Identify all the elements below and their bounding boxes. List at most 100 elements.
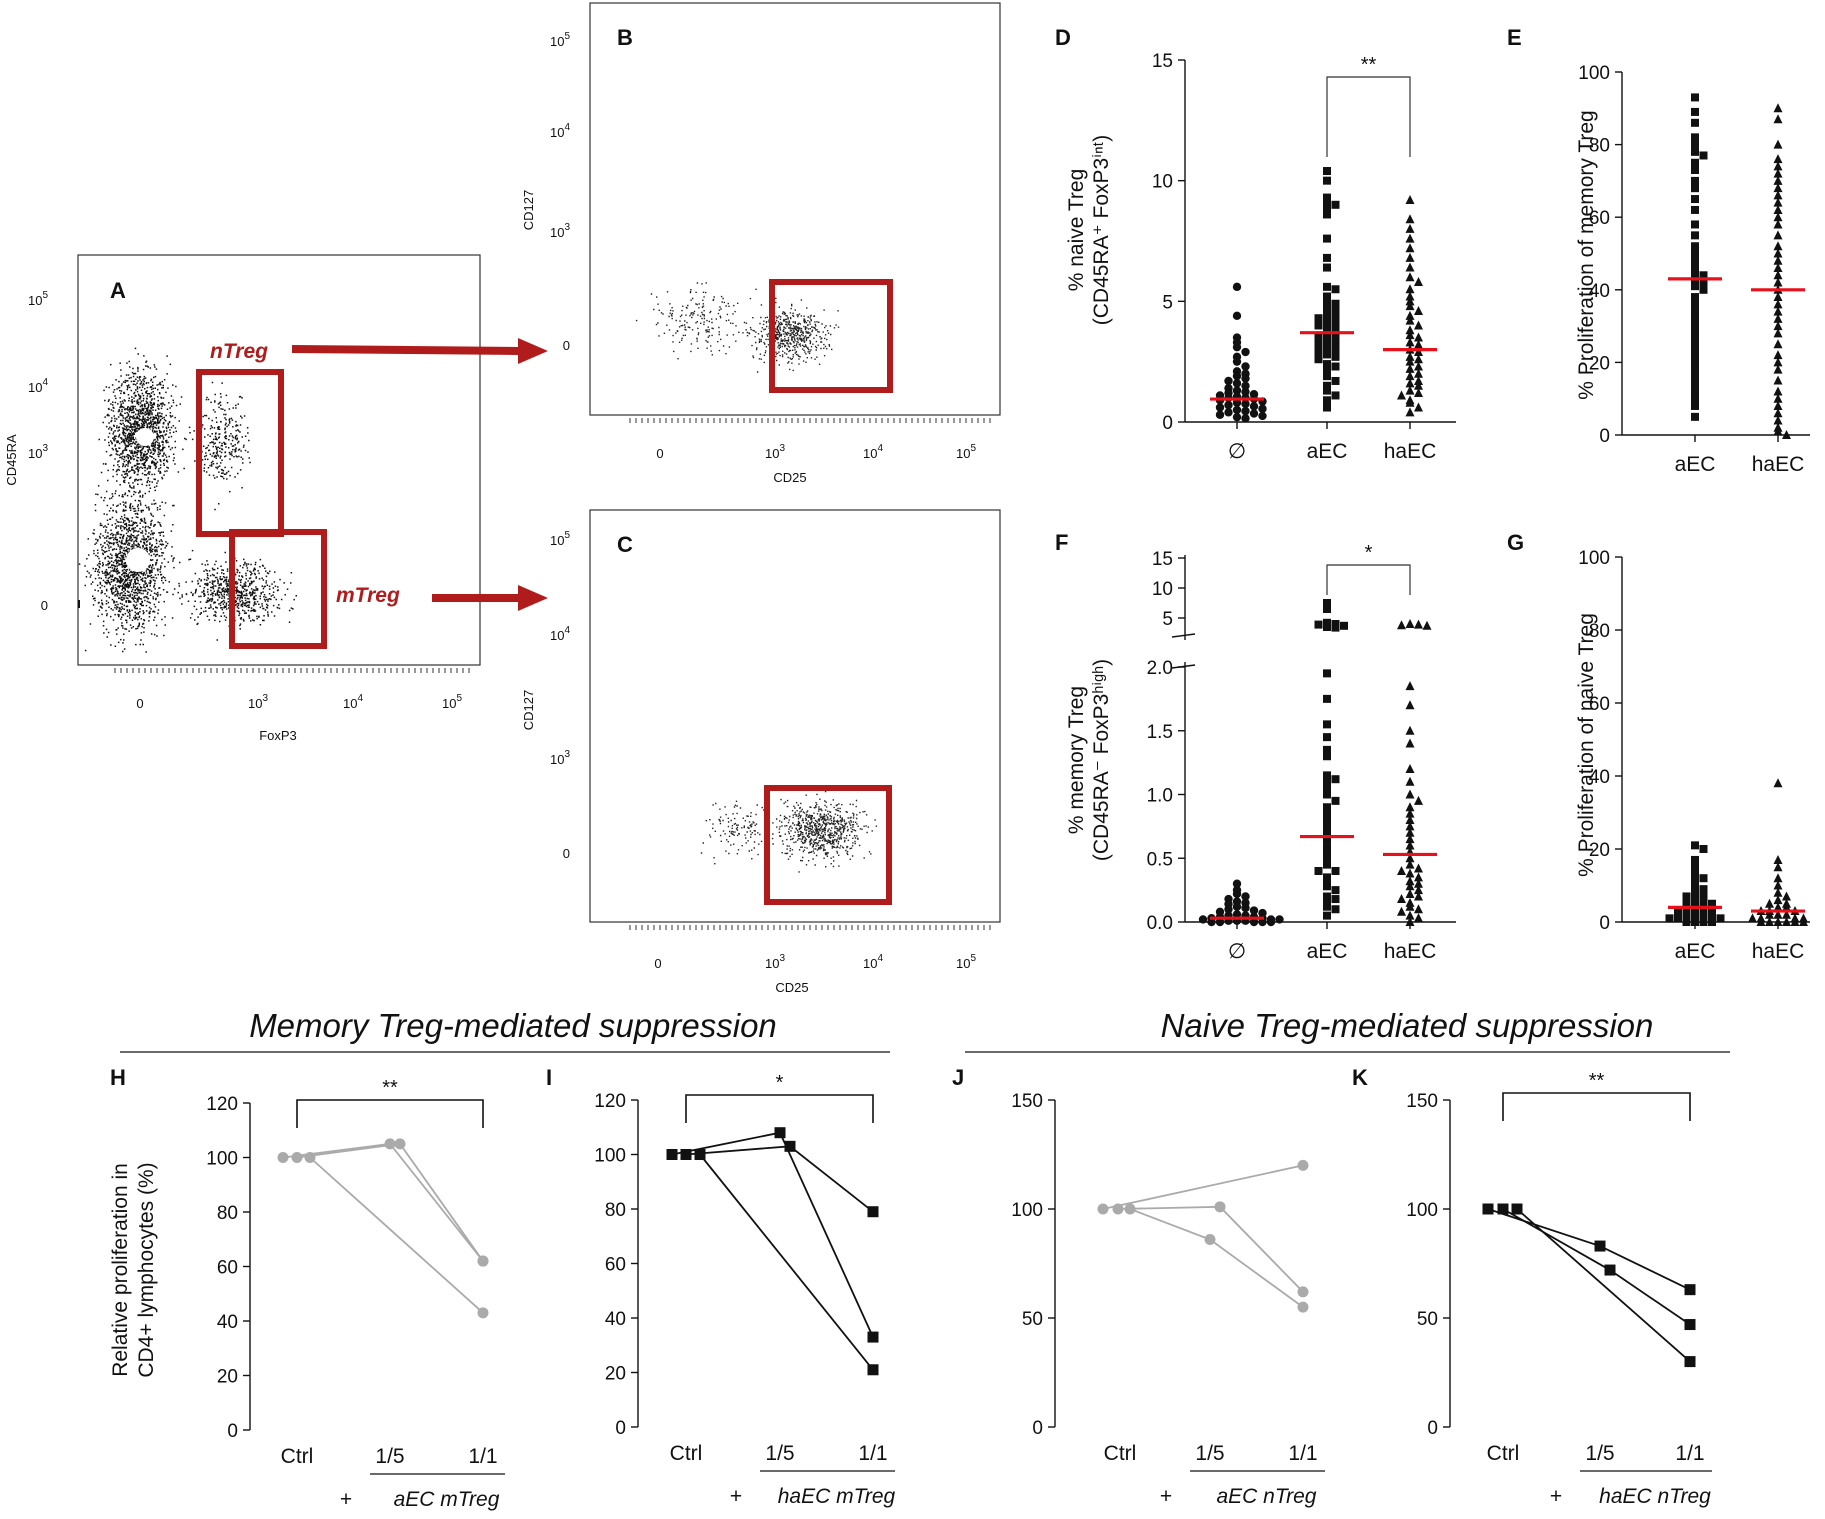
data-point xyxy=(1331,867,1340,875)
series-line xyxy=(1487,1208,1691,1291)
data-point xyxy=(1691,293,1699,302)
data-point xyxy=(1224,376,1233,386)
data-point xyxy=(1756,917,1766,926)
panel-c-label: C xyxy=(617,532,633,557)
series-point xyxy=(1097,1203,1109,1215)
data-point xyxy=(1773,139,1783,149)
data-point xyxy=(1405,802,1415,812)
data-point xyxy=(1691,888,1699,897)
data-point xyxy=(1323,605,1331,613)
data-point xyxy=(1405,262,1415,272)
data-point xyxy=(1405,233,1415,243)
series-line xyxy=(671,1131,874,1338)
data-point xyxy=(1323,343,1331,352)
data-point xyxy=(1232,371,1242,381)
panel-b-events xyxy=(635,282,840,373)
data-point xyxy=(1414,891,1423,901)
data-point xyxy=(1414,795,1423,805)
data-point xyxy=(1323,176,1331,185)
data-point xyxy=(1665,914,1674,923)
y-tick-label: 60 xyxy=(217,1258,238,1279)
data-point xyxy=(1331,775,1340,784)
y-tick-label: 60 xyxy=(1589,694,1610,715)
data-point xyxy=(1405,834,1415,844)
data-point xyxy=(1773,255,1783,265)
data-point xyxy=(1323,816,1331,824)
y-axis-title: % Proliferation of naive Treg xyxy=(1575,613,1598,877)
data-point xyxy=(1405,330,1415,340)
data-point xyxy=(1232,405,1242,415)
y-axis-title: % naive Treg xyxy=(1065,169,1088,292)
y-tick-label: 20 xyxy=(605,1364,626,1385)
data-point xyxy=(1405,397,1415,407)
series-line xyxy=(699,1153,874,1371)
data-point xyxy=(1249,906,1259,915)
data-point xyxy=(1773,880,1783,890)
data-point xyxy=(1691,107,1699,116)
data-point xyxy=(1323,911,1331,920)
data-point xyxy=(1691,166,1699,175)
panel-b-ytick: 103 xyxy=(550,222,570,240)
data-point xyxy=(1422,620,1432,630)
data-point xyxy=(1691,118,1699,127)
y-tick-label: 0 xyxy=(1427,1418,1438,1439)
data-point xyxy=(1773,197,1783,207)
data-point xyxy=(1699,151,1708,160)
data-point xyxy=(1323,790,1331,799)
data-point xyxy=(1773,339,1783,349)
panel-a-label: A xyxy=(110,278,126,303)
data-point xyxy=(1331,623,1340,632)
data-point xyxy=(1682,899,1691,908)
panel-a-ytick: 103 xyxy=(28,443,48,461)
y-tick-label: 80 xyxy=(1589,621,1610,642)
data-point xyxy=(1323,847,1331,856)
data-point xyxy=(1331,362,1340,371)
panel-a-xtick: 104 xyxy=(343,693,363,711)
data-point xyxy=(1773,386,1783,396)
panel-j-label: J xyxy=(952,1065,964,1090)
y-tick-label: 100 xyxy=(1011,1200,1043,1221)
data-point xyxy=(1323,623,1331,631)
series-point xyxy=(1297,1301,1309,1313)
y-tick-label: 5 xyxy=(1162,292,1173,313)
data-point xyxy=(1241,399,1250,409)
x-tick-label: ∅ xyxy=(1228,440,1246,463)
data-point xyxy=(1241,387,1250,397)
panel-g-label: G xyxy=(1507,530,1524,555)
panel-c-gate xyxy=(764,785,892,905)
data-point xyxy=(1691,300,1699,309)
data-point xyxy=(1691,205,1699,214)
data-point xyxy=(1773,114,1783,124)
data-point xyxy=(1405,821,1415,831)
data-point xyxy=(1414,913,1423,923)
significance-bracket xyxy=(685,1094,874,1123)
data-point xyxy=(1323,873,1331,882)
data-point xyxy=(1699,910,1708,919)
significance-bracket xyxy=(1502,1092,1691,1121)
data-point xyxy=(1323,335,1331,344)
data-point xyxy=(1691,896,1699,905)
series-line xyxy=(1502,1208,1691,1326)
data-point xyxy=(1691,380,1699,389)
data-point xyxy=(1773,873,1783,883)
data-point xyxy=(1773,375,1783,385)
data-point xyxy=(1414,863,1423,873)
panel-a-ylabel: CD45RA xyxy=(4,434,19,486)
series-point xyxy=(1684,1319,1696,1331)
data-point xyxy=(1249,402,1259,411)
data-point xyxy=(1773,313,1783,323)
data-point xyxy=(1323,309,1331,318)
data-point xyxy=(1691,147,1699,156)
data-point xyxy=(1323,809,1331,818)
panel-c-frame xyxy=(589,509,1001,923)
y-tick-label: 1.5 xyxy=(1147,722,1173,743)
y-axis-title: (CD45RA⁻ FoxP3ʰⁱᵍʰ) xyxy=(1090,659,1113,861)
y-tick-label: 20 xyxy=(1589,353,1610,374)
panel-a-ytick: 104 xyxy=(28,377,48,395)
ntreg-gate-label: nTreg xyxy=(210,340,268,363)
data-point xyxy=(1691,358,1699,367)
data-point xyxy=(1224,905,1233,914)
data-point xyxy=(1405,700,1415,710)
series-point xyxy=(694,1149,706,1160)
panel-c-xtick: 0 xyxy=(654,956,661,971)
